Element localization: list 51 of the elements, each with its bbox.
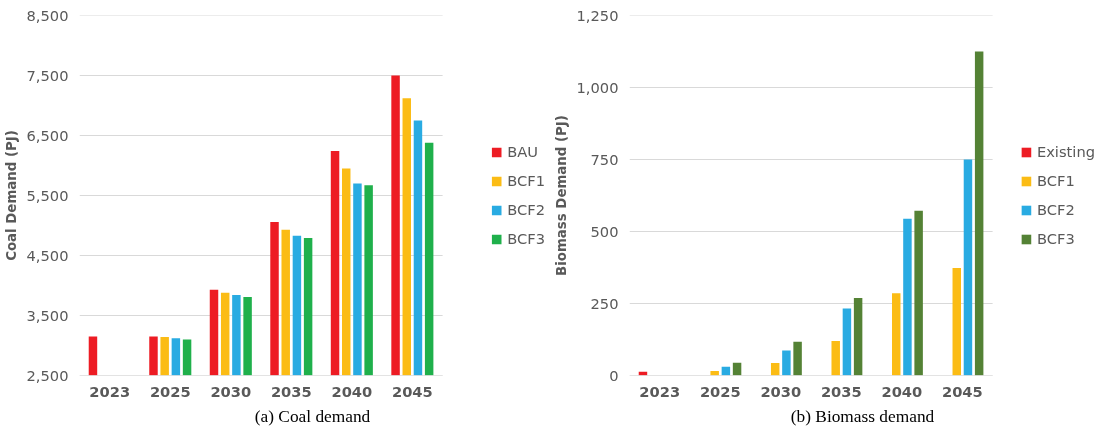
y-tick-label: 5,500: [26, 186, 69, 204]
bar: [831, 340, 840, 376]
y-tick-label: 750: [590, 150, 619, 168]
y-tick-label: 1,000: [576, 78, 619, 96]
bar: [892, 293, 901, 376]
legend-label: BCF1: [507, 172, 545, 189]
y-tick-label: 7,500: [26, 66, 69, 84]
text: (b) Biomass demand: [790, 406, 935, 426]
y-tick-label: 8,500: [26, 6, 69, 24]
x-tick-label: 2035: [820, 382, 862, 400]
x-tick-label: 2045: [391, 382, 433, 400]
bar: [710, 370, 719, 376]
legend-label: BCF2: [1036, 201, 1075, 218]
legend-label: BCF2: [507, 201, 545, 218]
x-tick-label: 2025: [149, 382, 191, 400]
legend-label: BCF3: [1036, 230, 1075, 247]
x-tick-label: 2023: [639, 382, 681, 400]
legend-label: BCF3: [507, 230, 545, 247]
bar: [732, 362, 742, 376]
y-tick-label: 1,250: [576, 6, 619, 24]
y-tick-label: 4,500: [26, 246, 69, 264]
y-tick-label: 250: [590, 294, 619, 312]
legend-label: Existing: [1036, 143, 1095, 160]
bar: [914, 210, 923, 376]
x-tick-label: 2035: [270, 382, 312, 400]
x-tick-label: 2045: [941, 382, 983, 400]
bar: [974, 51, 984, 376]
bar: [952, 268, 961, 376]
bar: [903, 218, 912, 376]
bar: [842, 308, 852, 376]
x-tick-label: 2040: [881, 382, 923, 400]
text: (a) Coal demand: [254, 406, 371, 426]
y-axis-title: Biomass Demand (PJ): [553, 115, 569, 276]
x-tick-label: 2040: [331, 382, 373, 400]
bar: [793, 341, 802, 376]
legend-label: BAU: [507, 143, 539, 160]
y-tick-label: 0: [609, 366, 619, 384]
x-tick-label: 2023: [89, 382, 131, 400]
legend-label: BCF1: [1036, 172, 1075, 189]
y-tick-label: 3,500: [26, 306, 69, 324]
x-tick-label: 2030: [210, 382, 252, 400]
x-tick-label: 2030: [760, 382, 802, 400]
bar: [770, 363, 780, 376]
y-axis-title: Coal Demand (PJ): [3, 130, 19, 261]
bar: [782, 350, 791, 376]
y-tick-label: 2,500: [26, 366, 69, 384]
y-tick-label: 500: [590, 222, 619, 240]
x-tick-label: 2025: [699, 382, 741, 400]
bar: [963, 159, 973, 376]
bar: [853, 298, 863, 376]
y-tick-label: 6,500: [26, 126, 69, 144]
